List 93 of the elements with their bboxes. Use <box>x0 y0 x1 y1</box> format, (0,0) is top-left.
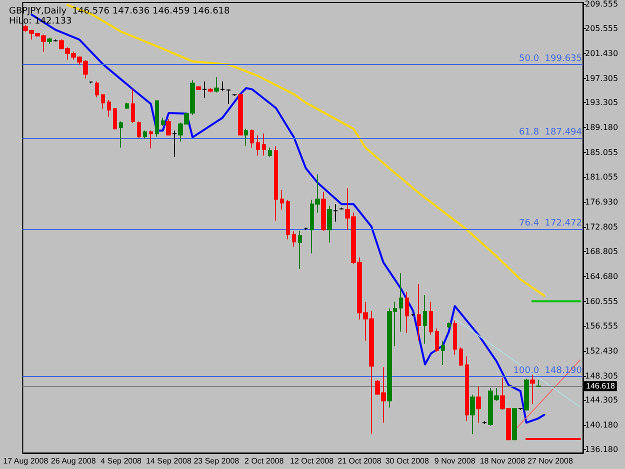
candlestick <box>441 340 445 366</box>
candlestick <box>226 88 231 104</box>
candlestick <box>53 39 58 42</box>
candlestick <box>339 207 344 210</box>
candlestick <box>274 146 278 221</box>
candlestick <box>530 374 535 404</box>
y-tick-label: 136.180 <box>585 444 618 454</box>
y-tick-label: 189.180 <box>585 123 618 132</box>
candlestick <box>202 80 207 98</box>
candlestick <box>137 121 141 138</box>
candlestick <box>125 102 129 110</box>
candlestick <box>149 130 153 149</box>
candlestick <box>482 420 487 424</box>
candlestick <box>429 301 433 336</box>
candlestick <box>470 394 475 435</box>
candlestick <box>166 118 171 136</box>
candlestick <box>405 292 409 334</box>
y-tick-label: 168.805 <box>585 246 618 256</box>
candlestick <box>286 199 290 240</box>
x-tick-label: 30 Oct 2008 <box>385 456 430 466</box>
candlestick <box>298 230 302 270</box>
candlestick <box>327 205 332 243</box>
y-tick-label: 156.555 <box>585 321 618 330</box>
y-tick-label: 164.680 <box>585 272 618 281</box>
x-tick-label: 14 Sep 2008 <box>146 456 192 466</box>
candlestick <box>465 356 469 422</box>
candlestick <box>161 117 165 126</box>
y-tick-label: 193.305 <box>585 98 618 108</box>
candlestick <box>107 100 111 118</box>
candlestick <box>262 133 266 156</box>
candlestick <box>250 128 254 148</box>
x-tick-label: 4 Sep 2008 <box>100 456 142 466</box>
ref-line-label: 50.0 199.635 <box>519 54 582 64</box>
candlestick <box>196 86 201 90</box>
candlestick <box>155 100 159 138</box>
candlestick <box>321 191 326 232</box>
y-tick-label: 197.305 <box>585 74 618 83</box>
candlestick <box>524 378 529 411</box>
y-tick-label: 144.305 <box>585 396 618 405</box>
x-tick-label: 26 Aug 2008 <box>50 456 96 466</box>
y-tick-label: 152.430 <box>585 346 618 356</box>
candlestick <box>256 134 260 156</box>
ref-line-label: 61.8 187.494 <box>519 127 582 138</box>
candlestick <box>143 130 147 140</box>
candlestick <box>119 121 123 148</box>
y-tick-label: 148.305 <box>585 371 618 380</box>
candlestick <box>101 94 105 110</box>
y-tick-label: 201.430 <box>585 48 618 58</box>
candlestick <box>238 94 243 136</box>
candlestick <box>435 328 439 352</box>
candlestick <box>220 80 225 92</box>
y-tick-label: 172.805 <box>585 222 618 232</box>
x-tick-label: 18 Nov 2008 <box>480 456 526 466</box>
y-tick-label: 140.180 <box>585 420 618 430</box>
ref-line-label: 146.618 <box>586 382 616 391</box>
candlestick <box>268 147 272 158</box>
candlestick <box>459 346 463 367</box>
candlestick <box>232 94 237 97</box>
candlestick <box>512 408 517 441</box>
y-tick-label: 185.055 <box>585 148 618 158</box>
candlestick <box>423 294 427 344</box>
candlestick <box>292 230 296 248</box>
x-tick-label: 23 Sep 2008 <box>194 456 240 466</box>
candlestick <box>399 272 403 332</box>
x-tick-label: 17 Aug 2008 <box>3 456 49 466</box>
candlestick <box>214 76 219 93</box>
y-tick-label: 209.555 <box>585 0 618 8</box>
y-tick-label: 160.555 <box>585 296 618 306</box>
candlestick <box>333 204 338 222</box>
y-tick-label: 205.555 <box>585 24 618 33</box>
candlestick <box>47 37 52 44</box>
candlestick <box>131 88 135 124</box>
candlestick <box>536 379 541 388</box>
x-tick-label: 12 Oct 2008 <box>290 456 334 466</box>
candlestick <box>453 320 457 356</box>
x-tick-label: 27 Nov 2008 <box>528 456 574 466</box>
candlestick <box>208 88 213 93</box>
y-tick-label: 176.930 <box>585 198 618 207</box>
candlestick <box>447 322 451 328</box>
candlestick <box>280 190 284 210</box>
candlestick <box>518 408 523 410</box>
candlestick <box>172 130 177 158</box>
candlestick <box>476 386 481 424</box>
ref-line-label: 76.4 172.472 <box>519 218 582 229</box>
x-tick-label: 21 Oct 2008 <box>338 456 382 466</box>
candlestick <box>113 108 117 130</box>
x-tick-label: 2 Oct 2008 <box>244 456 284 466</box>
y-tick-label: 181.055 <box>585 172 618 182</box>
x-tick-label: 9 Nov 2008 <box>434 456 476 466</box>
line-series <box>30 14 546 424</box>
candlestick <box>244 128 248 146</box>
candlestick <box>417 284 421 342</box>
candlestick <box>95 80 99 98</box>
